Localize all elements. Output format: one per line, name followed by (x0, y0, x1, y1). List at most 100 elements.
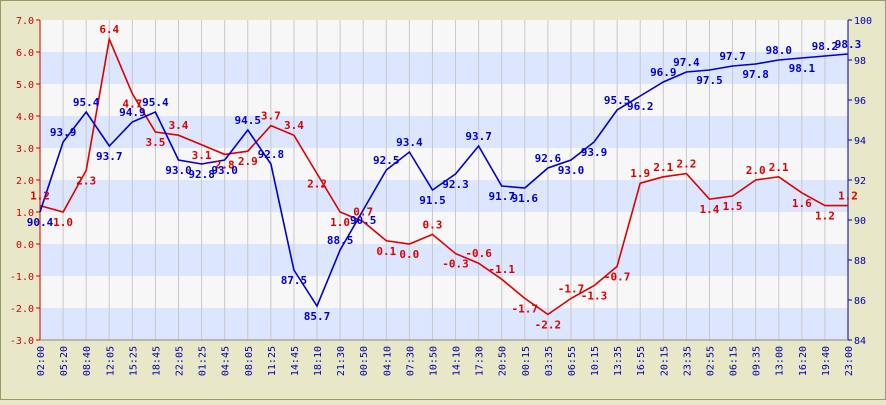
red-data-label: -1.1 (488, 263, 515, 276)
background-band (40, 84, 848, 116)
x-tick-label: 18:45 (151, 346, 162, 376)
red-data-label: 2.8 (215, 158, 235, 171)
x-tick-label: 16:20 (798, 346, 809, 376)
red-data-label: 2.2 (676, 158, 696, 171)
x-tick-label: 12:05 (105, 346, 116, 376)
x-tick-label: 10:15 (590, 346, 601, 376)
red-data-label: -1.7 (512, 302, 539, 315)
background-band (40, 276, 848, 308)
blue-data-label: 93.0 (211, 164, 238, 177)
blue-data-label: 94.9 (119, 106, 146, 119)
x-tick-label: 08:40 (82, 346, 93, 376)
left-tick-label: -1.0 (10, 272, 34, 283)
red-data-label: 0.0 (399, 248, 419, 261)
background-band (40, 116, 848, 148)
x-tick-label: 22:05 (175, 346, 186, 376)
x-tick-label: 14:10 (452, 346, 463, 376)
x-tick-label: 06:55 (567, 346, 578, 376)
x-tick-label: 20:50 (498, 346, 509, 376)
x-tick-label: 19:40 (821, 346, 832, 376)
red-data-label: 1.0 (53, 216, 73, 229)
x-tick-label: 14:45 (290, 346, 301, 376)
blue-data-label: 96.2 (627, 100, 654, 113)
series-lines (39, 36, 849, 316)
blue-data-label: 90.4 (27, 216, 54, 229)
x-tick-label: 07:30 (405, 346, 416, 376)
background-band (40, 308, 848, 340)
red-data-label: 3.4 (284, 119, 304, 132)
blue-data-label: 97.7 (719, 50, 746, 63)
left-tick-label: -2.0 (10, 304, 34, 315)
left-tick-label: 1.0 (16, 208, 34, 219)
blue-series-line (39, 53, 849, 308)
x-tick-label: 11:25 (267, 346, 278, 376)
left-tick-label: 6.0 (16, 48, 34, 59)
left-tick-label: 3.0 (16, 144, 34, 155)
red-data-label: -0.3 (442, 258, 469, 271)
red-data-label: 4.7 (122, 98, 142, 111)
blue-data-label: 85.7 (304, 310, 331, 323)
background-band (40, 212, 848, 244)
left-tick-label: 5.0 (16, 80, 34, 91)
blue-data-label: 97.4 (673, 56, 700, 69)
left-tick-label: 4.0 (16, 112, 34, 123)
blue-data-label: 92.6 (535, 152, 562, 165)
red-data-label: 1.5 (723, 200, 743, 213)
red-data-label: 3.5 (145, 136, 165, 149)
blue-data-label: 96.9 (650, 66, 677, 79)
red-data-label: 2.1 (653, 161, 673, 174)
x-tick-label: 01:25 (198, 346, 209, 376)
blue-data-label: 98.2 (812, 40, 839, 53)
red-data-label: 0.3 (423, 218, 443, 231)
blue-data-label: 87.5 (281, 274, 308, 287)
blue-data-label: 93.9 (581, 146, 608, 159)
x-tick-label: 04:10 (382, 346, 393, 376)
blue-data-label: 97.5 (696, 74, 723, 87)
red-data-label: 0.7 (353, 206, 373, 219)
red-data-label: -0.6 (465, 247, 492, 260)
right-tick-label: 84 (854, 336, 866, 347)
background-band (40, 180, 848, 212)
red-data-label: 1.4 (700, 203, 720, 216)
red-data-label: 2.1 (769, 161, 789, 174)
x-tick-label: 13:00 (775, 346, 786, 376)
x-tick-label: 20:15 (659, 346, 670, 376)
right-tick-label: 94 (854, 136, 866, 147)
red-data-label: 0.1 (376, 245, 396, 258)
background-band (40, 148, 848, 180)
background-band (40, 20, 848, 52)
red-data-label: -0.7 (604, 270, 631, 283)
x-tick-label: 05:20 (59, 346, 70, 376)
axes: -3.0 -2.0 -1.0 0.0 1.0 2.0 3.0 4.0 5.0 6.0 7.0 84 86… (10, 16, 872, 376)
red-data-label: -1.3 (581, 290, 608, 303)
x-tick-label: 00:50 (359, 346, 370, 376)
red-data-label: 6.4 (99, 23, 119, 36)
blue-data-label: 98.0 (765, 44, 792, 57)
red-data-label: 1.6 (792, 197, 812, 210)
red-data-label: 1.2 (838, 190, 858, 203)
background-bands (40, 20, 848, 340)
x-tick-label: 00:15 (521, 346, 532, 376)
right-tick-label: 96 (854, 96, 866, 107)
x-tick-label: 23:35 (682, 346, 693, 376)
x-tick-label: 09:35 (752, 346, 763, 376)
left-tick-label: -3.0 (10, 336, 34, 347)
blue-data-label: 93.0 (558, 164, 585, 177)
x-tick-label: 15:25 (128, 346, 139, 376)
background-band (40, 244, 848, 276)
left-tick-label: 0.0 (16, 240, 34, 251)
right-tick-label: 92 (854, 176, 866, 187)
red-data-label: 2.9 (238, 155, 258, 168)
red-data-label: 2.3 (76, 174, 96, 187)
blue-data-label: 91.5 (419, 194, 446, 207)
red-data-label: 2.2 (307, 178, 327, 191)
blue-data-label: 92.5 (373, 154, 400, 167)
blue-data-label: 94.5 (235, 114, 262, 127)
blue-data-label: 92.8 (258, 148, 285, 161)
red-data-label: 1.9 (630, 167, 650, 180)
x-tick-label: 23:00 (844, 346, 855, 376)
right-tick-label: 88 (854, 256, 866, 267)
x-tick-label: 10:50 (428, 346, 439, 376)
blue-data-label: 95.4 (73, 96, 100, 109)
